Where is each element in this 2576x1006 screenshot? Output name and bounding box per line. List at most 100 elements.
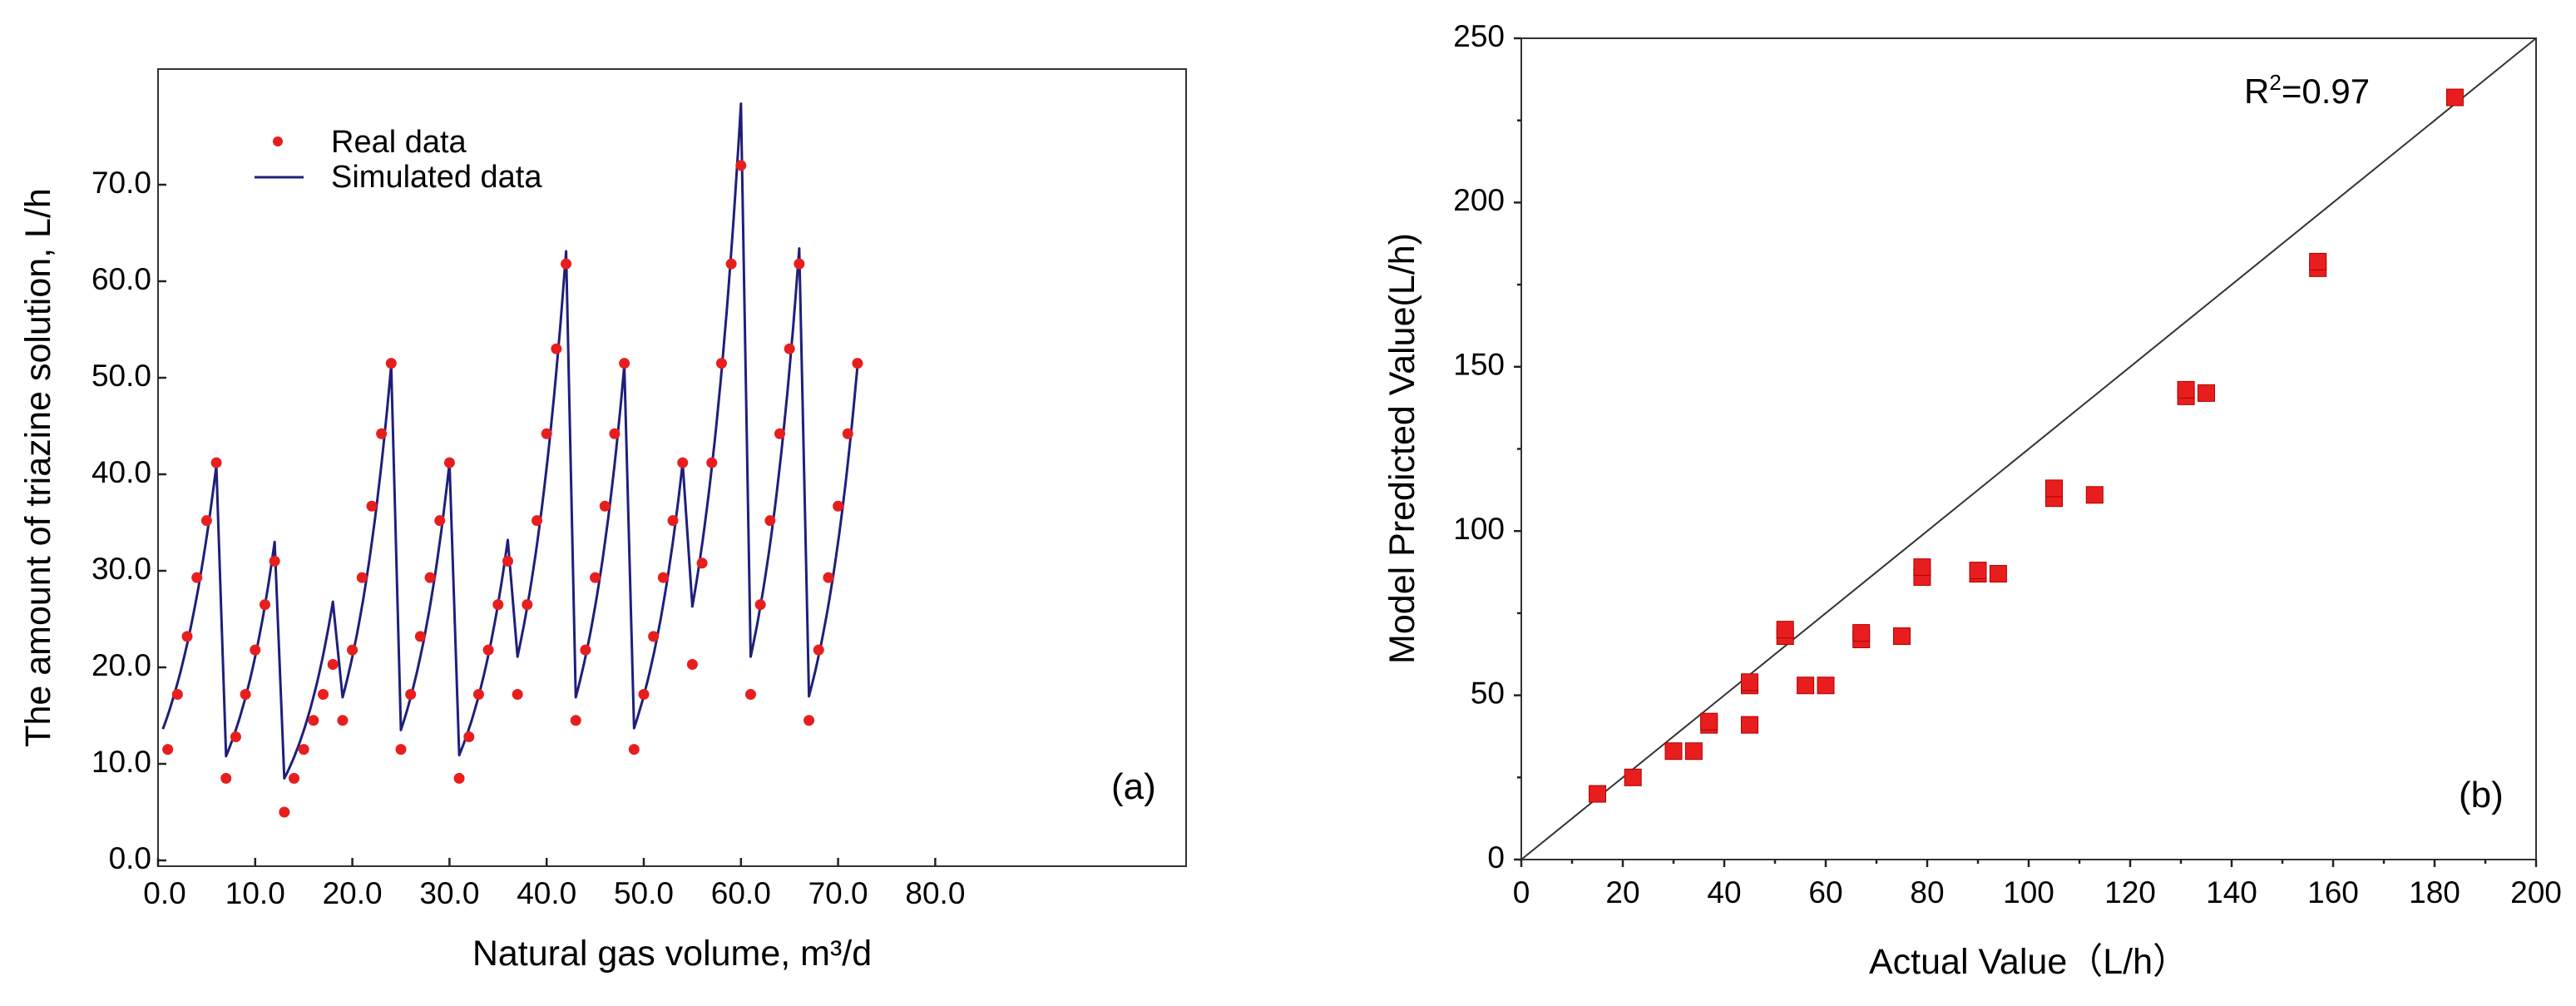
predicted-value-point: [1664, 742, 1683, 761]
real-data-point: [667, 515, 679, 527]
r-squared-superscript: 2: [2269, 70, 2281, 95]
real-data-point: [764, 515, 776, 527]
r-squared-value: =0.97: [2282, 72, 2370, 111]
real-data-point: [648, 631, 660, 642]
panel-a-label: (a): [1111, 766, 1156, 807]
predicted-value-point: [1700, 712, 1718, 731]
real-data-point: [424, 572, 436, 583]
panel-a-y-tick-label: 50.0: [91, 359, 151, 393]
panel-a-y-tick-label: 0.0: [109, 841, 151, 875]
real-data-point: [240, 688, 251, 700]
real-data-point: [744, 688, 756, 700]
panel-b-x-tick-label: 100: [2003, 875, 2054, 909]
real-data-point: [472, 688, 484, 700]
panel-a-ticks: [156, 183, 937, 866]
panel-a-x-tick-label: 60.0: [711, 876, 771, 910]
real-data-point: [463, 731, 475, 743]
real-data-point: [677, 457, 689, 468]
real-data-point: [833, 500, 844, 512]
panel-b-y-tick-label: 100: [1453, 512, 1505, 546]
real-data-point: [191, 572, 203, 583]
real-data-point: [774, 428, 786, 439]
predicted-value-point: [2198, 384, 2215, 402]
real-data-point: [230, 731, 241, 743]
panel-b-x-tick-label: 80: [1910, 875, 1944, 909]
real-data-point: [784, 343, 795, 354]
real-data-point: [162, 744, 174, 756]
real-data-point: [289, 772, 300, 784]
predicted-value-point: [2445, 88, 2464, 107]
real-data-point: [599, 500, 611, 512]
predicted-value-point: [2085, 486, 2104, 504]
panel-b-x-tick-label: 180: [2409, 875, 2460, 909]
predicted-value-point: [1852, 624, 1871, 642]
real-data-point: [171, 688, 183, 700]
panel-b-data-points: [1589, 88, 2464, 803]
panel-b-y-tick-label: 50: [1471, 676, 1505, 710]
panel-a-x-tick-label: 30.0: [419, 876, 479, 910]
real-data-point: [735, 160, 747, 171]
real-data-point: [220, 772, 232, 784]
real-data-point: [696, 558, 708, 569]
real-data-point: [250, 644, 261, 656]
predicted-value-point: [1741, 673, 1758, 691]
real-data-point: [308, 715, 319, 726]
real-data-point: [385, 358, 397, 369]
real-data-point: [210, 457, 222, 468]
real-data-point: [852, 358, 863, 369]
panel-b-tick-labels: 0 20 40 60 80 100 120 140 160 180 200 0 50 100 150 200 2…: [1453, 19, 2562, 909]
panel-b-y-tick-label: 250: [1453, 19, 1505, 53]
real-data-point: [551, 343, 562, 354]
real-data-point: [580, 644, 591, 656]
real-data-point: [366, 500, 378, 512]
real-data-point: [590, 572, 601, 583]
real-data-point: [337, 715, 349, 726]
panel-a-y-tick-label: 20.0: [91, 648, 151, 682]
real-data-point: [686, 659, 698, 671]
real-data-point: [453, 772, 465, 784]
real-data-point: [754, 599, 766, 611]
panel-a-x-tick-label: 10.0: [225, 876, 285, 910]
predicted-value-point: [1684, 742, 1703, 761]
panel-a-y-tick-label: 30.0: [91, 552, 151, 586]
real-data-point: [434, 515, 446, 527]
real-data-point: [532, 515, 543, 527]
panel-a-x-axis-title: Natural gas volume, m³/d: [472, 934, 872, 974]
panel-a-x-tick-label: 20.0: [323, 876, 383, 910]
predicted-value-point: [1913, 558, 1931, 577]
predicted-value-point: [1589, 785, 1606, 803]
panel-a-x-tick-label: 40.0: [517, 876, 576, 910]
panel-b-y-tick-label: 0: [1487, 840, 1505, 875]
panel-a-plot-frame: [157, 68, 1187, 867]
predicted-value-point: [2309, 252, 2327, 270]
real-data-point: [619, 358, 630, 369]
legend-label-simulated-data: Simulated data: [331, 160, 542, 195]
panel-a-x-tick-label: 70.0: [808, 876, 868, 910]
real-data-point: [715, 358, 727, 369]
predicted-value-point: [1989, 565, 2007, 583]
predicted-value-point: [1741, 716, 1758, 734]
real-data-point: [813, 644, 824, 656]
real-data-point: [347, 644, 358, 656]
panel-b-x-axis-title: Actual Value（L/h）: [1869, 942, 2188, 982]
panel-a-line-chart: 0.0 10.0 20.0 30.0 40.0 50.0 60.0 70.0 80.0 0.0 10…: [18, 68, 1187, 974]
real-data-point: [259, 599, 270, 611]
real-data-point: [522, 599, 533, 611]
panel-b-y-tick-label: 150: [1453, 348, 1505, 382]
real-data-point: [405, 688, 417, 700]
panel-a-y-tick-label: 40.0: [91, 455, 151, 489]
panel-a-x-tick-label: 50.0: [614, 876, 674, 910]
real-data-point: [298, 744, 309, 756]
predicted-value-point: [2045, 479, 2063, 498]
panel-b-x-tick-label: 160: [2307, 875, 2359, 909]
panel-b-y-tick-label: 200: [1453, 183, 1505, 217]
predicted-value-point: [1624, 768, 1642, 786]
panel-b-x-tick-label: 120: [2104, 875, 2156, 909]
real-data-point: [327, 659, 339, 671]
real-data-point: [200, 515, 212, 527]
panel-b-scatter-chart: 0 20 40 60 80 100 120 140 160 180 200 0 50 100 150 200 2…: [1382, 19, 2562, 982]
panel-b-x-tick-label: 0: [1513, 875, 1530, 909]
panel-b-reference-line: [1520, 37, 2537, 860]
real-data-point: [570, 715, 581, 726]
